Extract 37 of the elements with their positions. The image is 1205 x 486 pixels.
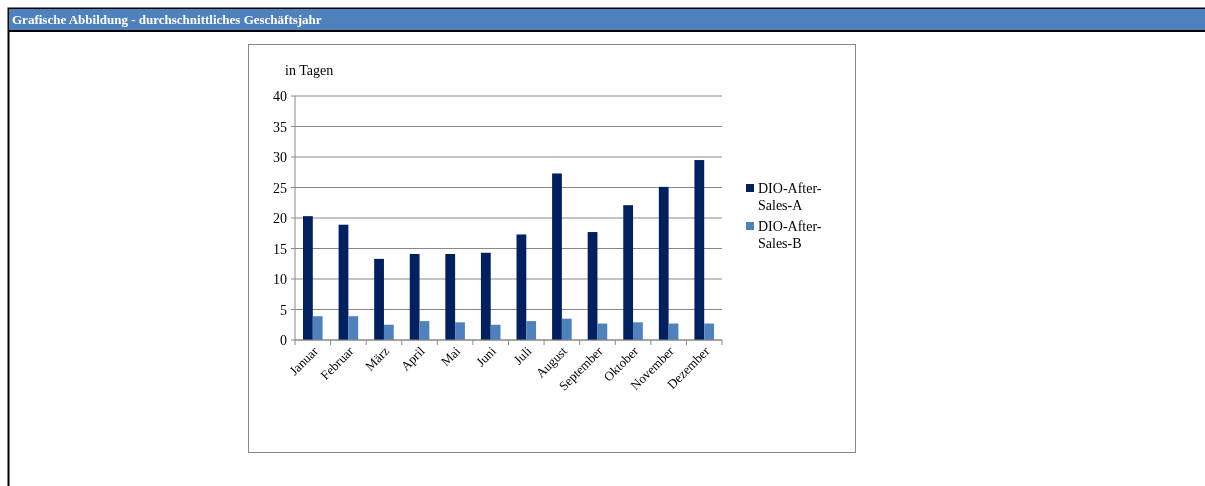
y-tick-label: 35: [273, 119, 287, 135]
y-tick-label: 20: [273, 211, 287, 226]
legend-label: DIO-After-Sales-A: [758, 181, 822, 213]
bar: [552, 173, 562, 340]
bar: [338, 224, 349, 340]
bar: [561, 318, 572, 340]
bar: [704, 323, 714, 340]
bar: [383, 324, 394, 340]
bar: [303, 216, 313, 340]
bar: [526, 321, 537, 340]
y-tick-label: 10: [273, 272, 287, 287]
bar: [312, 316, 323, 340]
x-tick-label: Juli: [510, 343, 535, 368]
y-tick-label: 40: [273, 89, 287, 104]
y-tick-label: 30: [273, 150, 287, 165]
x-tick-label: Mai: [437, 343, 464, 369]
y-axis-title: in Tagen: [285, 63, 334, 78]
bar: [409, 253, 420, 340]
bar: [694, 160, 705, 340]
bar: [633, 322, 643, 340]
bar: [516, 234, 527, 340]
y-tick-label: 0: [280, 333, 287, 348]
x-tick-label: Juni: [472, 343, 500, 370]
bar: [480, 252, 491, 340]
bar: [658, 186, 669, 340]
legend-label: DIO-After-Sales-B: [758, 219, 822, 251]
bar: [374, 258, 384, 340]
y-tick-label: 5: [280, 302, 287, 318]
y-tick-label: 15: [273, 241, 287, 257]
bar: [348, 316, 359, 340]
bar: [597, 323, 608, 340]
bar: [587, 232, 598, 340]
bar: [445, 253, 456, 340]
y-tick-label: 25: [273, 180, 287, 196]
bar: [623, 205, 634, 340]
bar: [455, 322, 465, 340]
text: Grafische Abbildung - durchschnittliches Geschäftsjahr: [12, 12, 322, 27]
